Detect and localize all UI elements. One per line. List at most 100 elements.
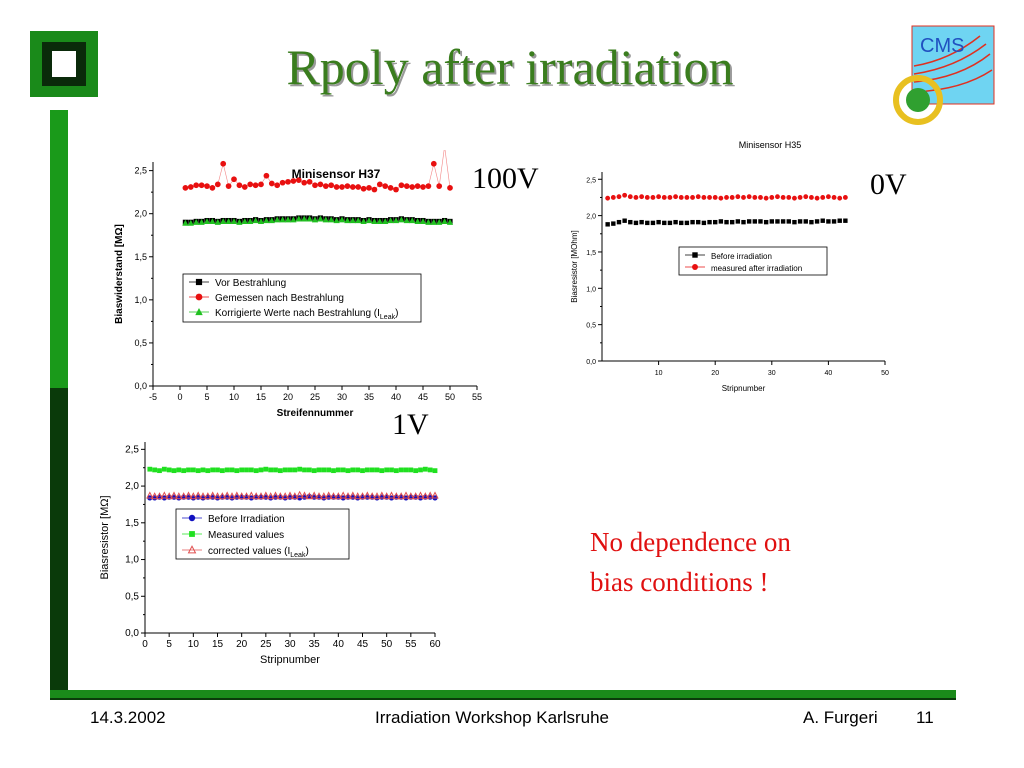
data-point [324, 491, 333, 499]
data-point [792, 195, 797, 201]
x-tick-label: 10 [655, 370, 663, 377]
data-point [707, 219, 712, 225]
data-point [662, 220, 667, 226]
data-point [335, 467, 341, 473]
cms-logo-text: CMS [920, 35, 964, 57]
data-point [291, 492, 299, 500]
data-point [403, 183, 410, 189]
data-point [363, 491, 372, 499]
series-1 [605, 192, 848, 201]
data-point [297, 466, 303, 472]
y-tick-label: 0,0 [586, 359, 596, 366]
data-point [403, 217, 410, 224]
conclusion-line-2: bias conditions ! [590, 567, 769, 597]
data-point [231, 176, 237, 183]
data-point [204, 492, 212, 500]
data-point [371, 186, 378, 193]
y-tick-label: 2,0 [125, 481, 139, 492]
data-point [266, 492, 275, 500]
data-point [274, 216, 281, 223]
data-point [189, 492, 198, 500]
legend-box [678, 246, 828, 276]
data-point [826, 219, 831, 224]
data-point [379, 468, 385, 474]
data-point [205, 468, 211, 474]
data-point [809, 195, 814, 200]
data-point [187, 219, 194, 226]
data-point [220, 218, 227, 225]
data-point [616, 219, 622, 225]
data-point [204, 183, 210, 189]
data-point [166, 467, 172, 473]
data-point [170, 491, 178, 499]
data-point [179, 492, 188, 500]
data-point [311, 216, 319, 223]
data-point [241, 184, 248, 190]
data-point [430, 160, 437, 167]
x-tick-label: 60 [429, 639, 441, 650]
chart-1v: 0,0 0,5 1,0 1,5 2,0 2,5 0 5 10 15 20 25 30 35 40 45 50 55… [99, 442, 441, 666]
data-point [707, 195, 712, 200]
data-point [427, 467, 433, 473]
legend: Before irradiation measured after irradia… [678, 246, 828, 276]
data-point [339, 184, 345, 190]
data-point [300, 491, 309, 499]
data-point [393, 468, 399, 474]
data-point [366, 184, 372, 191]
data-point [257, 218, 265, 225]
data-point [334, 492, 343, 500]
data-point [387, 491, 396, 499]
data-point [228, 492, 236, 500]
data-point [331, 468, 336, 474]
data-point [413, 468, 419, 474]
data-point [797, 195, 803, 200]
data-point [220, 160, 227, 167]
y-tick-label: 2,0 [134, 209, 147, 219]
data-point [814, 219, 820, 224]
x-tick-label: 30 [284, 639, 296, 650]
data-point [355, 467, 361, 473]
data-point [426, 491, 434, 499]
data-point [741, 195, 746, 200]
data-point [701, 195, 707, 200]
data-point [236, 218, 243, 225]
data-point [329, 492, 338, 500]
data-point [678, 195, 684, 200]
x-tick-label: 25 [310, 392, 320, 402]
legend-marker [195, 278, 203, 286]
data-point [150, 492, 159, 500]
data-point [350, 467, 356, 473]
data-point [376, 181, 383, 188]
x-tick-label: 10 [188, 639, 200, 650]
label-1v: 1V [392, 408, 429, 441]
data-point [209, 218, 216, 225]
data-point [368, 492, 376, 500]
data-point [312, 182, 318, 189]
data-point [422, 466, 428, 472]
data-point [820, 218, 825, 223]
legend-box [182, 273, 422, 323]
data-point [769, 195, 775, 200]
legend-marker [692, 252, 698, 258]
data-point [344, 492, 352, 500]
data-point [775, 219, 780, 224]
data-point [837, 218, 842, 223]
data-point [200, 467, 206, 473]
y-axis-label: Biaswiderstand [MΩ] [114, 224, 125, 324]
data-point [628, 219, 633, 225]
data-point [701, 220, 707, 226]
data-point [262, 491, 270, 499]
data-point [302, 467, 307, 473]
data-point [843, 218, 848, 223]
data-point [378, 491, 386, 499]
x-tick-label: 30 [337, 392, 347, 402]
data-point [605, 195, 611, 201]
x-axis-label: Streifennummer [277, 408, 354, 419]
x-tick-label: 30 [768, 370, 776, 377]
frame-left-bar-lower [50, 388, 68, 690]
data-point [252, 217, 259, 224]
data-point [409, 217, 416, 224]
data-point [690, 195, 695, 200]
data-point [420, 184, 426, 190]
data-point [780, 219, 786, 224]
